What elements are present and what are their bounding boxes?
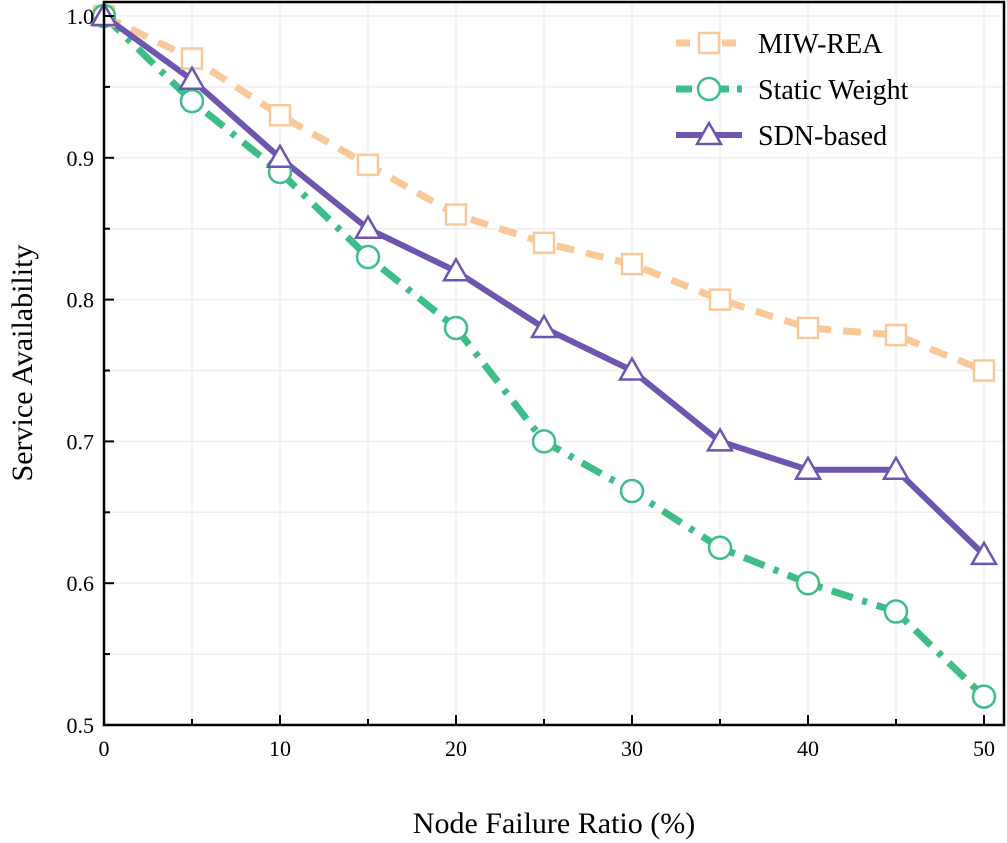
x-tick-label: 40 — [797, 736, 819, 761]
data-point-sdn-based — [353, 214, 383, 239]
y-tick-label: 0.8 — [67, 288, 95, 313]
series-lines — [89, 1, 999, 709]
data-point-sdn-based — [793, 455, 823, 481]
y-tick-label: 0.7 — [67, 429, 95, 454]
data-point-static-weight — [619, 478, 645, 504]
data-point-sdn-based — [529, 313, 559, 339]
x-tick-label: 10 — [269, 736, 291, 761]
y-tick-label: 0.9 — [67, 146, 95, 171]
x-axis-title: Node Failure Ratio (%) — [413, 807, 695, 840]
x-tick-label: 30 — [621, 736, 643, 761]
legend-label-miw-rea: MIW-REA — [758, 29, 883, 60]
axes: 0 10 20 30 40 50 0.5 0.6 0.7 0.8 0.9 1.0 — [67, 4, 996, 761]
data-point-miw-rea — [708, 288, 732, 311]
legend-label-sdn-based: SDN-based — [758, 121, 887, 152]
data-point-static-weight — [443, 315, 469, 341]
data-point-static-weight — [179, 88, 205, 114]
data-point-miw-rea — [268, 104, 292, 127]
data-point-static-weight — [883, 599, 909, 624]
data-point-sdn-based — [705, 426, 735, 452]
data-point-miw-rea — [620, 252, 644, 276]
plot-frame — [102, 0, 1006, 727]
legend-marker-static-weight — [696, 76, 722, 102]
legend: MIW-REA Static Weight SDN-based — [676, 29, 909, 152]
data-point-sdn-based — [441, 256, 471, 282]
data-point-miw-rea — [356, 153, 380, 177]
data-point-sdn-based — [969, 540, 999, 566]
y-tick-label: 1.0 — [67, 4, 95, 29]
x-tick-label: 50 — [973, 736, 995, 761]
data-point-static-weight — [531, 429, 557, 454]
data-point-miw-rea — [972, 359, 996, 382]
legend-marker-miw-rea — [697, 31, 721, 55]
grid — [103, 2, 1004, 726]
data-point-static-weight — [707, 535, 733, 560]
data-point-miw-rea — [444, 203, 468, 226]
y-axis-title: Service Availability — [6, 245, 39, 482]
data-point-sdn-based — [617, 355, 647, 381]
data-point-static-weight — [355, 244, 381, 270]
legend-label-static-weight: Static Weight — [758, 75, 909, 106]
legend-marker-sdn-based — [694, 120, 724, 146]
data-point-static-weight — [795, 570, 821, 596]
data-point-miw-rea — [884, 323, 908, 347]
y-tick-label: 0.6 — [67, 571, 95, 596]
x-tick-label: 20 — [445, 736, 467, 761]
data-point-static-weight — [971, 684, 997, 709]
data-point-sdn-based — [881, 455, 911, 481]
x-tick-label: 0 — [99, 736, 110, 761]
data-point-sdn-based — [177, 65, 207, 91]
y-tick-label: 0.5 — [67, 713, 95, 738]
data-point-miw-rea — [796, 316, 820, 340]
data-point-miw-rea — [532, 231, 556, 255]
data-point-sdn-based — [265, 143, 295, 169]
